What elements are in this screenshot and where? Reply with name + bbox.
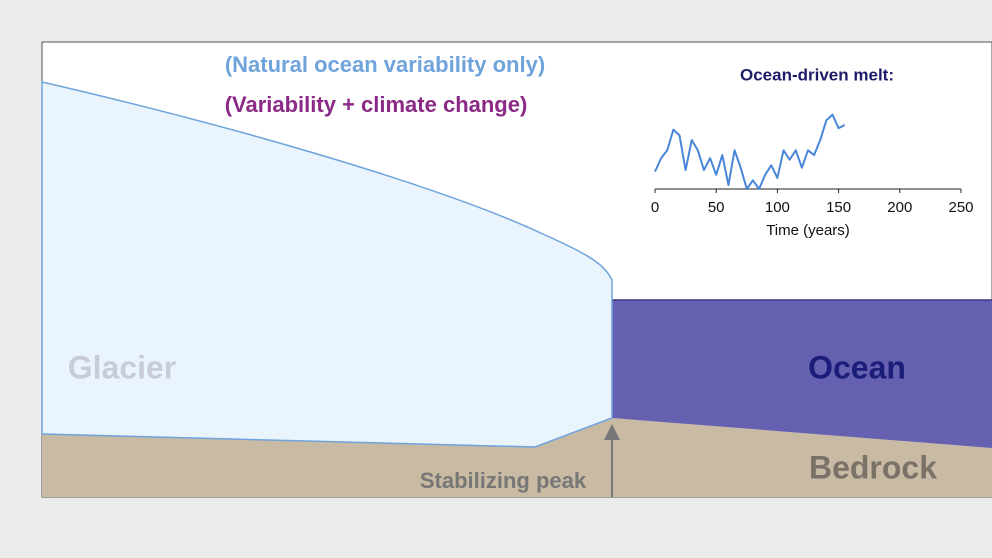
bedrock — [42, 418, 992, 497]
ocean — [612, 300, 992, 448]
inset-title: Ocean-driven melt: — [740, 65, 894, 84]
ocean-label: Ocean — [808, 349, 906, 385]
x-tick-label: 150 — [826, 199, 851, 216]
glacier-label: Glacier — [68, 349, 177, 385]
bedrock-label: Bedrock — [809, 449, 937, 485]
melt-line — [654, 113, 846, 190]
legend-natural: (Natural ocean variability only) — [225, 52, 545, 77]
x-tick-label: 0 — [651, 199, 659, 216]
x-tick-label: 200 — [887, 199, 912, 216]
peak-label: Stabilizing peak — [420, 468, 587, 493]
arrow-head — [604, 424, 620, 440]
x-tick-label: 50 — [708, 199, 725, 216]
x-tick-label: 250 — [948, 199, 973, 216]
legend-climate: (Variability + climate change) — [225, 92, 528, 117]
x-tick-label: 100 — [765, 199, 790, 216]
glacier — [41, 81, 613, 448]
x-axis-label: Time (years) — [766, 222, 850, 239]
